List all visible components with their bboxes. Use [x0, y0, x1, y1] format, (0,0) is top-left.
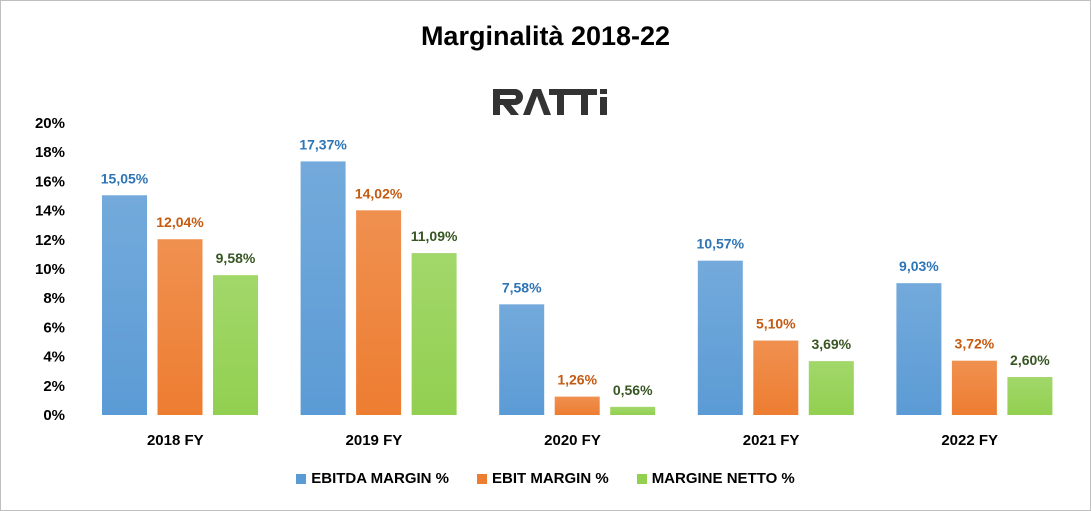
data-label: 15,05%: [101, 170, 149, 186]
y-tick-label: 2%: [43, 378, 65, 395]
data-label: 11,09%: [411, 228, 458, 244]
data-label: 9,03%: [899, 258, 939, 274]
bar-ebitda-margin--2020-fy: [499, 304, 545, 415]
legend-swatch: [296, 473, 307, 484]
bar-margine-netto--2020-fy: [610, 406, 656, 415]
bar-margine-netto--2022-fy: [1007, 377, 1053, 415]
x-tick-label: 2021 FY: [743, 432, 800, 449]
data-label: 0,56%: [613, 382, 653, 398]
y-tick-label: 10%: [35, 261, 65, 278]
data-label: 1,26%: [557, 372, 597, 388]
bar-ebitda-margin--2022-fy: [896, 283, 942, 415]
y-tick-label: 0%: [43, 407, 65, 424]
data-label: 17,37%: [299, 136, 347, 152]
legend-item: EBITDA MARGIN %: [296, 470, 449, 487]
bar-ebit-margin--2018-fy: [157, 239, 203, 415]
y-tick-label: 16%: [35, 173, 65, 190]
data-label: 2,60%: [1010, 352, 1050, 368]
bar-ebit-margin--2021-fy: [753, 340, 799, 415]
x-tick-label: 2022 FY: [941, 432, 998, 449]
data-label: 14,02%: [355, 185, 403, 201]
bar-ebitda-margin--2018-fy: [102, 195, 147, 415]
data-label: 3,72%: [955, 336, 995, 352]
y-tick-label: 6%: [43, 319, 65, 336]
y-tick-label: 4%: [43, 349, 65, 366]
data-label: 7,58%: [502, 279, 542, 295]
legend-swatch: [636, 473, 647, 484]
x-tick-label: 2020 FY: [544, 432, 601, 449]
data-label: 10,57%: [697, 236, 745, 252]
x-tick-label: 2018 FY: [147, 432, 204, 449]
ratti-logo: [491, 85, 616, 122]
bar-margine-netto--2018-fy: [213, 275, 258, 415]
legend: EBITDA MARGIN % EBIT MARGIN % MARGINE NETT…: [1, 470, 1090, 487]
bar-margine-netto--2021-fy: [808, 361, 854, 415]
bar-ebitda-margin--2021-fy: [697, 260, 743, 415]
y-tick-label: 18%: [35, 144, 65, 161]
y-tick-label: 8%: [43, 290, 65, 307]
bar-margine-netto--2019-fy: [411, 253, 457, 415]
data-label: 3,69%: [811, 336, 851, 352]
legend-label: MARGINE NETTO %: [651, 470, 795, 487]
y-tick-label: 20%: [35, 115, 65, 132]
x-tick-label: 2019 FY: [346, 432, 403, 449]
legend-item: EBIT MARGIN %: [477, 470, 609, 487]
bar-ebit-margin--2022-fy: [951, 360, 997, 415]
bar-ebit-margin--2020-fy: [554, 396, 600, 415]
y-tick-label: 12%: [35, 232, 65, 249]
chart-title: Marginalità 2018-22: [420, 21, 671, 51]
legend-swatch: [477, 473, 488, 484]
legend-label: EBITDA MARGIN %: [311, 470, 450, 487]
bar-ebitda-margin--2019-fy: [300, 161, 346, 415]
bar-ebit-margin--2019-fy: [356, 210, 402, 415]
legend-item: MARGINE NETTO %: [636, 470, 795, 487]
legend-label: EBIT MARGIN %: [492, 470, 609, 487]
data-label: 12,04%: [156, 214, 204, 230]
data-label: 5,10%: [756, 316, 796, 332]
data-label: 9,58%: [216, 250, 256, 266]
y-tick-label: 14%: [35, 203, 65, 220]
